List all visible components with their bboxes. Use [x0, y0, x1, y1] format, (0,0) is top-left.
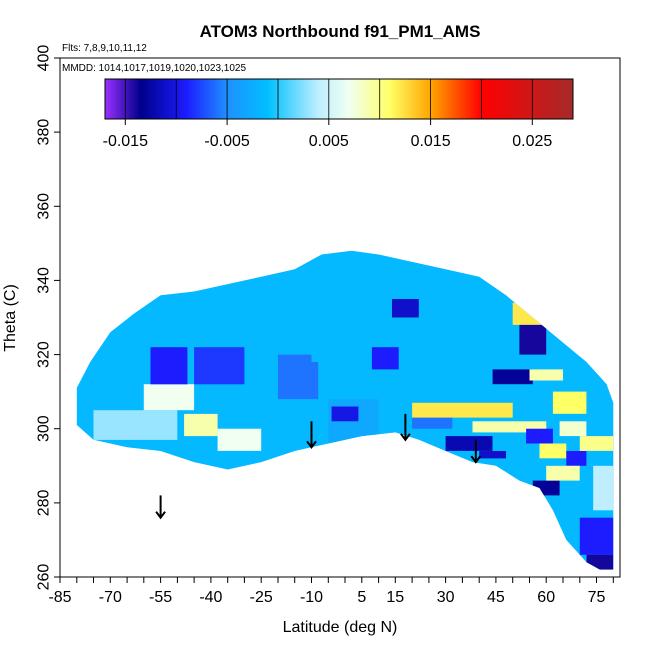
value-region-20	[529, 369, 563, 381]
x-axis-label: Latitude (deg N)	[283, 619, 398, 636]
colorbar-ticks: -0.015 -0.005 0.005 0.015 0.025	[103, 79, 552, 150]
value-region-24	[539, 443, 567, 459]
y-tick-label: 320	[36, 341, 53, 368]
arrow-markers	[155, 413, 482, 520]
value-region-29	[579, 517, 614, 555]
dates-note: MMDD: 1014,1017,1019,1020,1023,1025	[62, 63, 246, 74]
colorbar-tick-label: 0.025	[512, 133, 552, 150]
down-arrow-icon	[400, 413, 411, 442]
y-tick-label: 260	[36, 564, 53, 591]
y-axis: 260 280 300 320 340 360 380 400	[36, 45, 60, 591]
flights-note: Flts: 7,8,9,10,11,12	[62, 43, 147, 54]
down-arrow-icon	[155, 495, 166, 520]
value-region-9	[371, 347, 399, 370]
value-region-22	[559, 421, 587, 437]
colorbar-tick-label: -0.005	[204, 133, 249, 150]
value-region-23	[526, 428, 553, 444]
value-region-13	[412, 402, 513, 418]
x-tick-label: -70	[99, 589, 122, 606]
value-region-8	[331, 406, 359, 422]
down-arrow-icon	[306, 421, 317, 449]
x-tick-label: 30	[437, 589, 455, 606]
value-region-30	[586, 554, 614, 570]
colorbar-tick-label: 0.005	[309, 133, 349, 150]
value-region-16	[479, 451, 506, 459]
y-tick-label: 360	[36, 193, 53, 220]
x-tick-label: -10	[300, 589, 323, 606]
y-tick-label: 380	[36, 119, 53, 146]
value-region-17	[512, 302, 547, 325]
value-region-7	[328, 399, 379, 444]
value-region-0	[93, 410, 178, 440]
value-region-25	[566, 451, 587, 466]
colorbar-gradient	[104, 78, 574, 120]
colorbar: -0.015 -0.005 0.005 0.015 0.025	[103, 78, 574, 150]
colorbar-tick-label: 0.015	[411, 133, 451, 150]
x-tick-label: 60	[537, 589, 555, 606]
y-tick-label: 340	[36, 267, 53, 294]
y-tick-label: 400	[36, 45, 53, 72]
x-tick-label: -25	[250, 589, 273, 606]
value-region-14	[472, 421, 547, 433]
x-axis: -85 -70 -55 -40 -25 -10 5 15 30 45 60 75	[48, 577, 614, 606]
data-layer	[76, 250, 614, 570]
colorbar-tick-label: -0.015	[103, 133, 148, 150]
chart-title: ATOM3 Northbound f91_PM1_AMS	[200, 22, 481, 41]
value-region-5	[194, 347, 245, 385]
value-region-15	[445, 436, 493, 451]
x-tick-label: 75	[588, 589, 606, 606]
x-tick-label: 15	[386, 589, 404, 606]
value-region-11	[278, 354, 312, 385]
value-region-3	[143, 384, 195, 411]
value-region-2	[217, 428, 262, 451]
x-tick-label: 5	[357, 589, 366, 606]
value-region-21	[552, 391, 587, 414]
value-region-28	[546, 465, 580, 481]
value-region-4	[150, 347, 188, 385]
value-region-1	[184, 413, 218, 437]
value-region-10	[392, 299, 419, 318]
value-region-18	[519, 324, 547, 355]
y-axis-label: Theta (C)	[2, 284, 19, 352]
value-region-26	[579, 436, 614, 451]
x-tick-label: -40	[199, 589, 222, 606]
down-arrow-icon	[470, 439, 482, 464]
y-tick-label: 300	[36, 415, 53, 442]
value-region-31	[593, 465, 614, 511]
x-tick-label: 45	[487, 589, 505, 606]
y-tick-label: 280	[36, 489, 53, 516]
x-tick-label: -85	[48, 589, 71, 606]
value-region-27	[532, 480, 560, 496]
x-tick-label: -55	[149, 589, 172, 606]
plot-frame	[59, 57, 621, 578]
value-region-19	[492, 369, 533, 385]
